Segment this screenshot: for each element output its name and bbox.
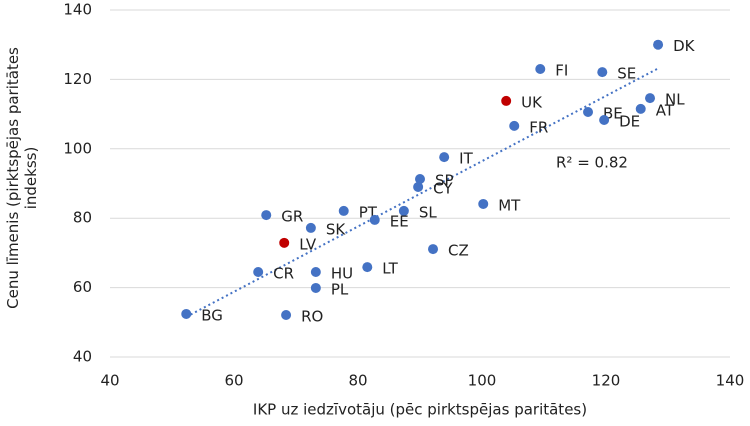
point-label: SL xyxy=(419,203,438,221)
y-tick-label: 60 xyxy=(73,278,92,296)
point xyxy=(398,205,409,216)
point-label: SP xyxy=(435,171,454,189)
point-label: FR xyxy=(529,118,548,136)
point-label: DE xyxy=(619,112,640,130)
point-label: SK xyxy=(326,220,347,238)
r-squared: R² = 0.82 xyxy=(556,154,628,172)
trendline xyxy=(185,67,659,318)
x-tick-label: 80 xyxy=(348,372,367,390)
y-tick-label: 80 xyxy=(73,209,92,227)
point-label: GR xyxy=(281,208,303,226)
point-label: EE xyxy=(390,212,409,230)
point xyxy=(369,214,380,225)
point-label: DK xyxy=(673,37,696,55)
point-label: NL xyxy=(665,91,685,109)
point xyxy=(261,210,272,221)
point xyxy=(338,205,349,216)
point xyxy=(535,63,546,74)
point xyxy=(645,93,656,104)
point-label: LV xyxy=(299,235,317,253)
point xyxy=(415,173,425,184)
y-axis-title: Cenu līmenis (pirktspējas paritātes inde… xyxy=(4,47,40,309)
point xyxy=(279,237,290,248)
point-label: CR xyxy=(273,264,294,282)
point-label: FI xyxy=(555,61,568,79)
point xyxy=(281,310,292,321)
point-label: IT xyxy=(459,150,473,168)
point xyxy=(362,262,373,273)
y-tick-label: 120 xyxy=(63,70,92,88)
point xyxy=(597,67,608,78)
point xyxy=(439,152,450,163)
y-tick-label: 40 xyxy=(73,348,92,366)
point xyxy=(653,39,664,50)
point xyxy=(583,107,594,118)
point xyxy=(253,266,264,277)
point-label: UK xyxy=(521,93,543,111)
x-tick-label: 140 xyxy=(716,372,745,390)
point xyxy=(310,266,321,277)
point-label: PL xyxy=(331,280,349,298)
point xyxy=(310,282,321,293)
point-label: RO xyxy=(301,308,323,326)
point-label: LT xyxy=(382,260,398,278)
point-label: HU xyxy=(331,264,353,282)
point xyxy=(478,198,489,209)
x-tick-label: 60 xyxy=(224,372,243,390)
point-label: SE xyxy=(617,65,636,83)
point-label: CY xyxy=(433,179,453,197)
point-label: AT xyxy=(656,101,675,119)
point xyxy=(509,120,520,131)
point xyxy=(413,181,424,192)
point xyxy=(599,114,610,125)
point xyxy=(181,308,192,319)
x-tick-label: 100 xyxy=(468,372,497,390)
point xyxy=(501,95,512,106)
point xyxy=(305,222,316,233)
x-tick-label: 120 xyxy=(592,372,621,390)
x-axis-title: IKP uz iedzīvotāju (pēc pirktspējas pari… xyxy=(253,401,587,419)
point-label: CZ xyxy=(448,242,469,260)
point-label: BG xyxy=(201,306,223,324)
point-label: MT xyxy=(498,196,521,214)
point xyxy=(635,103,646,114)
y-tick-label: 100 xyxy=(63,139,92,157)
point xyxy=(428,244,439,255)
x-tick-label: 40 xyxy=(100,372,119,390)
y-tick-label: 140 xyxy=(63,1,92,19)
